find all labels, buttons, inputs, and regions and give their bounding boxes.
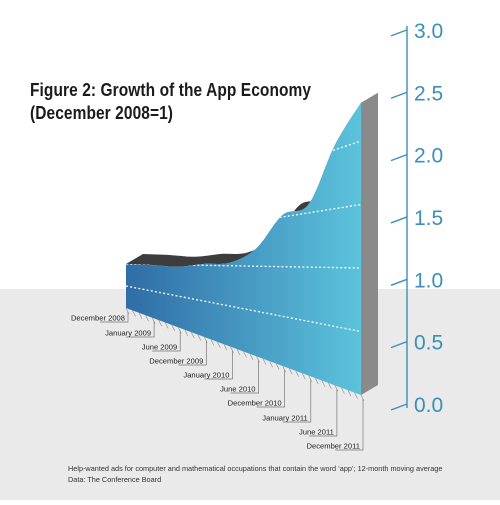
y-tick-mark bbox=[390, 29, 408, 37]
x-label-leader bbox=[126, 321, 155, 338]
y-axis: 0.0 0.5 1.0 1.5 2.0 2.5 3.0 bbox=[390, 20, 443, 417]
x-tick-label: January 2009 bbox=[105, 329, 151, 338]
y-tick-mark bbox=[390, 278, 408, 286]
y-tick-label: 0.0 bbox=[414, 394, 443, 417]
x-tick-mark bbox=[334, 385, 339, 392]
y-tick-mark bbox=[390, 91, 408, 99]
x-axis-ticks bbox=[125, 307, 365, 402]
y-tick-mark bbox=[390, 403, 408, 411]
x-label-leader bbox=[308, 389, 338, 437]
x-tick-mark bbox=[269, 360, 273, 368]
x-tick-mark bbox=[190, 331, 195, 339]
x-tick-mark bbox=[125, 307, 130, 315]
y-tick-mark bbox=[390, 153, 408, 162]
x-tick-mark bbox=[347, 389, 352, 397]
x-tick-mark bbox=[262, 358, 267, 365]
x-tick-label: January 2010 bbox=[183, 371, 229, 380]
x-tick-label: June 2011 bbox=[299, 428, 334, 437]
y-tick-label: 1.0 bbox=[414, 269, 443, 292]
x-label-leader bbox=[335, 399, 364, 451]
x-tick-label: June 2010 bbox=[220, 385, 255, 394]
x-label-leader bbox=[230, 360, 259, 394]
x-label-leader bbox=[100, 312, 129, 323]
x-tick-label: January 2011 bbox=[262, 414, 307, 423]
x-tick-mark bbox=[256, 356, 260, 363]
area-series bbox=[126, 92, 378, 396]
footnote-text: Help-wanted ads for computer and mathema… bbox=[68, 464, 443, 473]
x-tick-mark bbox=[171, 324, 176, 332]
y-tick-mark bbox=[390, 340, 408, 349]
x-tick-label: December 2010 bbox=[228, 399, 282, 408]
chart-title: Figure 2: Growth of the App Economy bbox=[30, 80, 312, 100]
x-tick-mark bbox=[301, 373, 306, 380]
x-tick-mark bbox=[203, 336, 208, 344]
x-tick-mark bbox=[321, 380, 326, 387]
x-tick-label: December 2011 bbox=[307, 442, 360, 451]
area-front-face bbox=[126, 102, 361, 396]
x-tick-mark bbox=[314, 377, 319, 385]
x-tick-mark bbox=[177, 327, 182, 334]
x-tick-mark bbox=[197, 334, 202, 341]
x-axis-labels: December 2008 January 2009 June 2009 Decemb… bbox=[71, 314, 360, 451]
x-tick-mark bbox=[243, 351, 247, 358]
x-label-leader bbox=[282, 379, 312, 423]
x-tick-mark bbox=[164, 322, 169, 329]
x-tick-mark bbox=[223, 344, 228, 351]
y-tick-label: 3.0 bbox=[414, 20, 443, 43]
x-tick-mark bbox=[288, 368, 293, 375]
y-tick-label: 0.5 bbox=[414, 332, 443, 355]
x-tick-mark bbox=[151, 317, 156, 324]
x-tick-mark bbox=[132, 310, 136, 317]
y-tick-label: 2.5 bbox=[414, 82, 443, 105]
x-tick-mark bbox=[217, 341, 221, 349]
x-tick-mark bbox=[328, 382, 332, 390]
x-tick-mark bbox=[158, 319, 162, 327]
x-label-leader bbox=[204, 350, 233, 380]
x-tick-mark bbox=[360, 394, 365, 402]
x-tick-mark bbox=[275, 363, 280, 370]
x-label-leader bbox=[152, 331, 181, 352]
area-side-face bbox=[361, 92, 378, 396]
x-tick-mark bbox=[308, 375, 313, 382]
x-label-leader bbox=[178, 341, 207, 366]
x-tick-mark bbox=[230, 346, 234, 353]
x-axis-leaders bbox=[100, 312, 364, 451]
y-tick-label: 1.5 bbox=[414, 207, 443, 230]
x-tick-mark bbox=[282, 365, 287, 373]
footnote-source: Data: The Conference Board bbox=[68, 475, 162, 484]
y-tick-mark bbox=[390, 216, 408, 224]
x-tick-mark bbox=[145, 315, 149, 322]
x-label-leader bbox=[256, 370, 286, 408]
x-tick-mark bbox=[354, 392, 358, 399]
x-tick-mark bbox=[184, 329, 189, 336]
x-tick-mark bbox=[295, 370, 300, 378]
x-tick-mark bbox=[249, 353, 254, 361]
y-tick-label: 2.0 bbox=[414, 145, 443, 168]
x-tick-mark bbox=[138, 312, 143, 320]
x-tick-label: June 2009 bbox=[142, 343, 177, 352]
x-tick-mark bbox=[341, 387, 345, 394]
x-tick-mark bbox=[210, 339, 215, 346]
x-tick-label: December 2008 bbox=[71, 314, 125, 323]
x-tick-label: December 2009 bbox=[149, 357, 203, 366]
chart-subtitle: (December 2008=1) bbox=[30, 103, 174, 123]
x-tick-mark bbox=[236, 348, 241, 356]
